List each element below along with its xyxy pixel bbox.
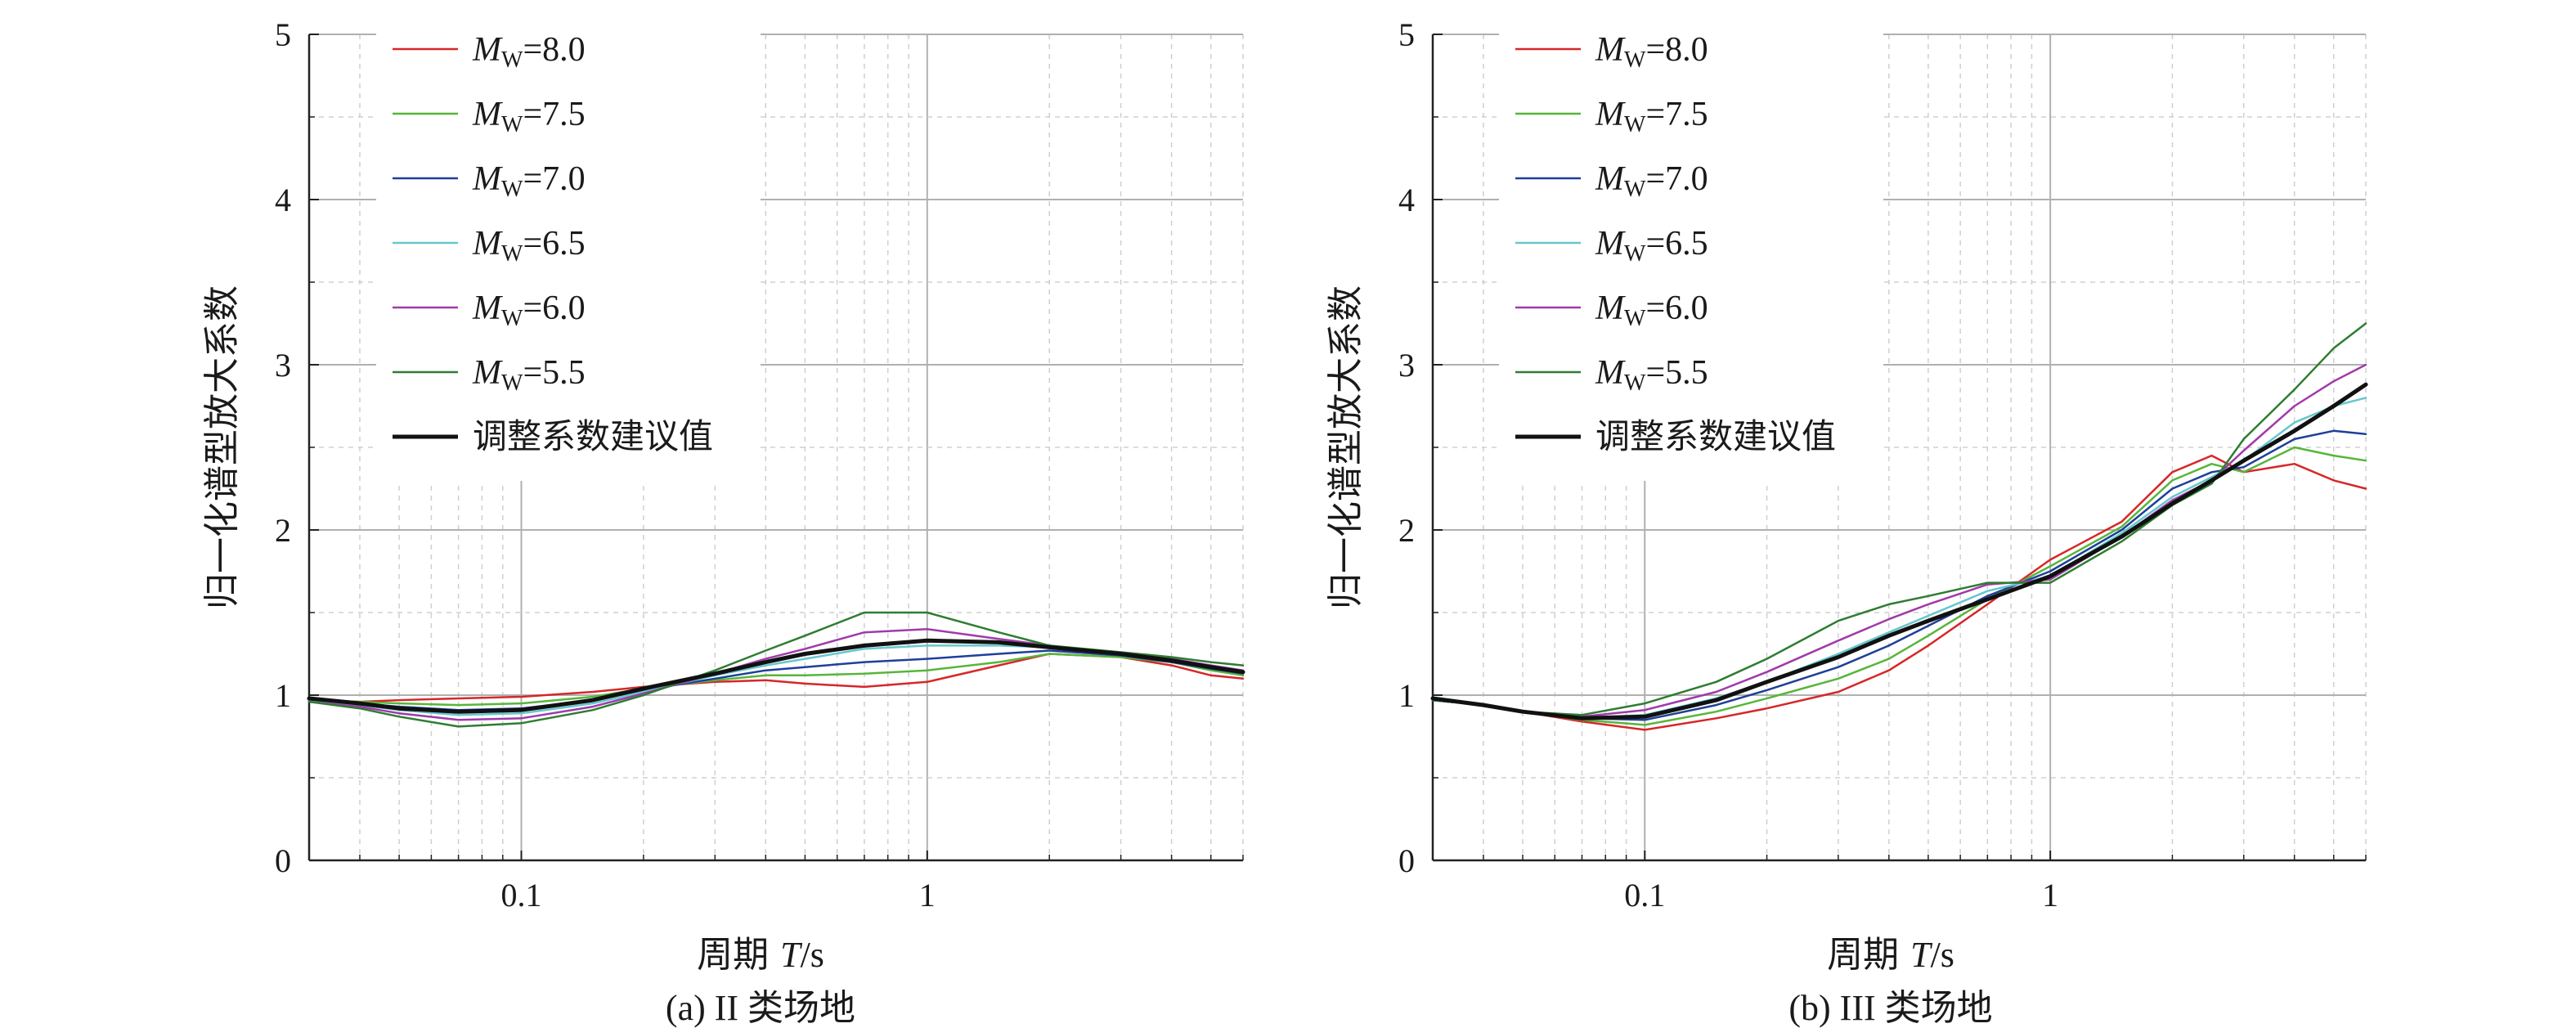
y-tick-label: 3 bbox=[275, 347, 291, 384]
series-line-0 bbox=[1431, 454, 2367, 731]
legend-symbol: M bbox=[1595, 160, 1626, 198]
legend-subscript: W bbox=[1624, 47, 1646, 73]
legend-subscript: W bbox=[501, 47, 523, 73]
y-tick-label: 2 bbox=[1398, 512, 1415, 549]
x-tick-label: 0.1 bbox=[501, 877, 542, 914]
series-group bbox=[307, 611, 1245, 728]
legend-value: =6.5 bbox=[1645, 225, 1708, 263]
y-tick-label: 0 bbox=[1398, 842, 1415, 879]
x-axis-label-prefix: 周期 bbox=[697, 934, 780, 976]
legend-value: =7.0 bbox=[1645, 160, 1708, 198]
legend-subscript: W bbox=[501, 112, 523, 137]
y-tick-label: 5 bbox=[1398, 16, 1415, 53]
legend-subscript: W bbox=[501, 177, 523, 202]
y-tick-label: 3 bbox=[1398, 347, 1415, 384]
series-line-5 bbox=[1431, 322, 2367, 716]
legend-symbol: M bbox=[472, 31, 503, 69]
x-tick-label: 0.1 bbox=[1624, 877, 1665, 914]
x-axis-label-symbol: T bbox=[780, 935, 803, 975]
legend-symbol: M bbox=[472, 160, 503, 198]
legend-value: =7.0 bbox=[523, 160, 585, 198]
legend-symbol: M bbox=[1595, 354, 1626, 392]
legend-subscript: W bbox=[1624, 370, 1646, 396]
legend-label-4: MW=6.0 bbox=[1595, 290, 1708, 331]
x-axis-label-unit: /s bbox=[1931, 935, 1954, 975]
y-tick-label: 4 bbox=[275, 182, 291, 218]
legend-symbol: M bbox=[472, 96, 503, 133]
legend-label-1: MW=7.5 bbox=[472, 96, 586, 137]
legend-subscript: W bbox=[1624, 177, 1646, 202]
legend-label-2: MW=7.0 bbox=[1595, 160, 1708, 202]
legend-value: =8.0 bbox=[1645, 31, 1708, 69]
panel-caption: (b) III 类场地 bbox=[1788, 988, 1992, 1028]
legend-symbol: M bbox=[1595, 96, 1626, 133]
x-axis-label-unit: /s bbox=[801, 935, 824, 975]
legend-background bbox=[376, 23, 761, 481]
x-tick-label: 1 bbox=[919, 877, 936, 914]
y-tick-label: 0 bbox=[275, 842, 291, 879]
y-axis-label: 归一化谱型放大系数 bbox=[1326, 285, 1366, 609]
legend-subscript: W bbox=[1624, 241, 1646, 267]
legend-value: =5.5 bbox=[523, 354, 585, 392]
legend-symbol: M bbox=[1595, 225, 1626, 263]
legend-symbol: M bbox=[1595, 31, 1626, 69]
x-axis-label: 周期 T/s bbox=[1827, 934, 1954, 976]
legend-label-5: MW=5.5 bbox=[1595, 354, 1708, 396]
legend-value: =8.0 bbox=[523, 31, 585, 69]
legend-label-1: MW=7.5 bbox=[1595, 96, 1708, 137]
x-axis-label-symbol: T bbox=[1910, 935, 1933, 975]
legend-value: =5.5 bbox=[1645, 354, 1708, 392]
legend-subscript: W bbox=[501, 306, 523, 331]
legend-label-6: 调整系数建议值 bbox=[473, 419, 713, 456]
y-tick-label: 1 bbox=[1398, 677, 1415, 714]
legend-subscript: W bbox=[1624, 306, 1646, 331]
legend: MW=8.0MW=7.5MW=7.0MW=6.5MW=6.0MW=5.5调整系数… bbox=[1499, 23, 1883, 481]
x-tick-label: 1 bbox=[2042, 877, 2058, 914]
panel-caption: (a) II 类场地 bbox=[666, 988, 855, 1028]
legend-label-3: MW=6.5 bbox=[1595, 225, 1708, 267]
y-tick-label: 1 bbox=[275, 677, 291, 714]
x-axis-label-prefix: 周期 bbox=[1827, 934, 1910, 976]
legend-value: =7.5 bbox=[1645, 96, 1708, 133]
legend-value: =6.0 bbox=[1645, 290, 1708, 327]
series-line-6 bbox=[307, 638, 1245, 714]
y-tick-label: 2 bbox=[275, 512, 291, 549]
legend-value: =7.5 bbox=[523, 96, 585, 133]
series-group bbox=[1430, 322, 2368, 731]
y-tick-label: 4 bbox=[1398, 182, 1415, 218]
legend-label-6: 调整系数建议值 bbox=[1595, 419, 1836, 456]
legend-label-2: MW=7.0 bbox=[472, 160, 586, 202]
legend-label-4: MW=6.0 bbox=[472, 290, 586, 331]
legend-subscript: W bbox=[1624, 112, 1646, 137]
x-axis-label: 周期 T/s bbox=[697, 934, 824, 976]
legend-symbol: M bbox=[472, 290, 503, 327]
legend-label-0: MW=8.0 bbox=[1595, 31, 1708, 73]
legend-label-3: MW=6.5 bbox=[472, 225, 586, 267]
legend-label-5: MW=5.5 bbox=[472, 354, 586, 396]
legend-value: =6.5 bbox=[523, 225, 585, 263]
y-axis-label: 归一化谱型放大系数 bbox=[202, 285, 242, 609]
legend-subscript: W bbox=[501, 370, 523, 396]
legend-symbol: M bbox=[472, 225, 503, 263]
legend: MW=8.0MW=7.5MW=7.0MW=6.5MW=6.0MW=5.5调整系数… bbox=[376, 23, 761, 481]
legend-symbol: M bbox=[472, 354, 503, 392]
y-tick-label: 5 bbox=[275, 16, 291, 53]
legend-label-0: MW=8.0 bbox=[472, 31, 586, 73]
series-line-1 bbox=[1431, 446, 2367, 726]
legend-subscript: W bbox=[501, 241, 523, 267]
series-line-6 bbox=[1430, 382, 2368, 720]
series-line-1 bbox=[307, 653, 1245, 707]
legend-background bbox=[1499, 23, 1883, 481]
legend-symbol: M bbox=[1595, 290, 1626, 327]
legend-value: =6.0 bbox=[523, 290, 585, 327]
